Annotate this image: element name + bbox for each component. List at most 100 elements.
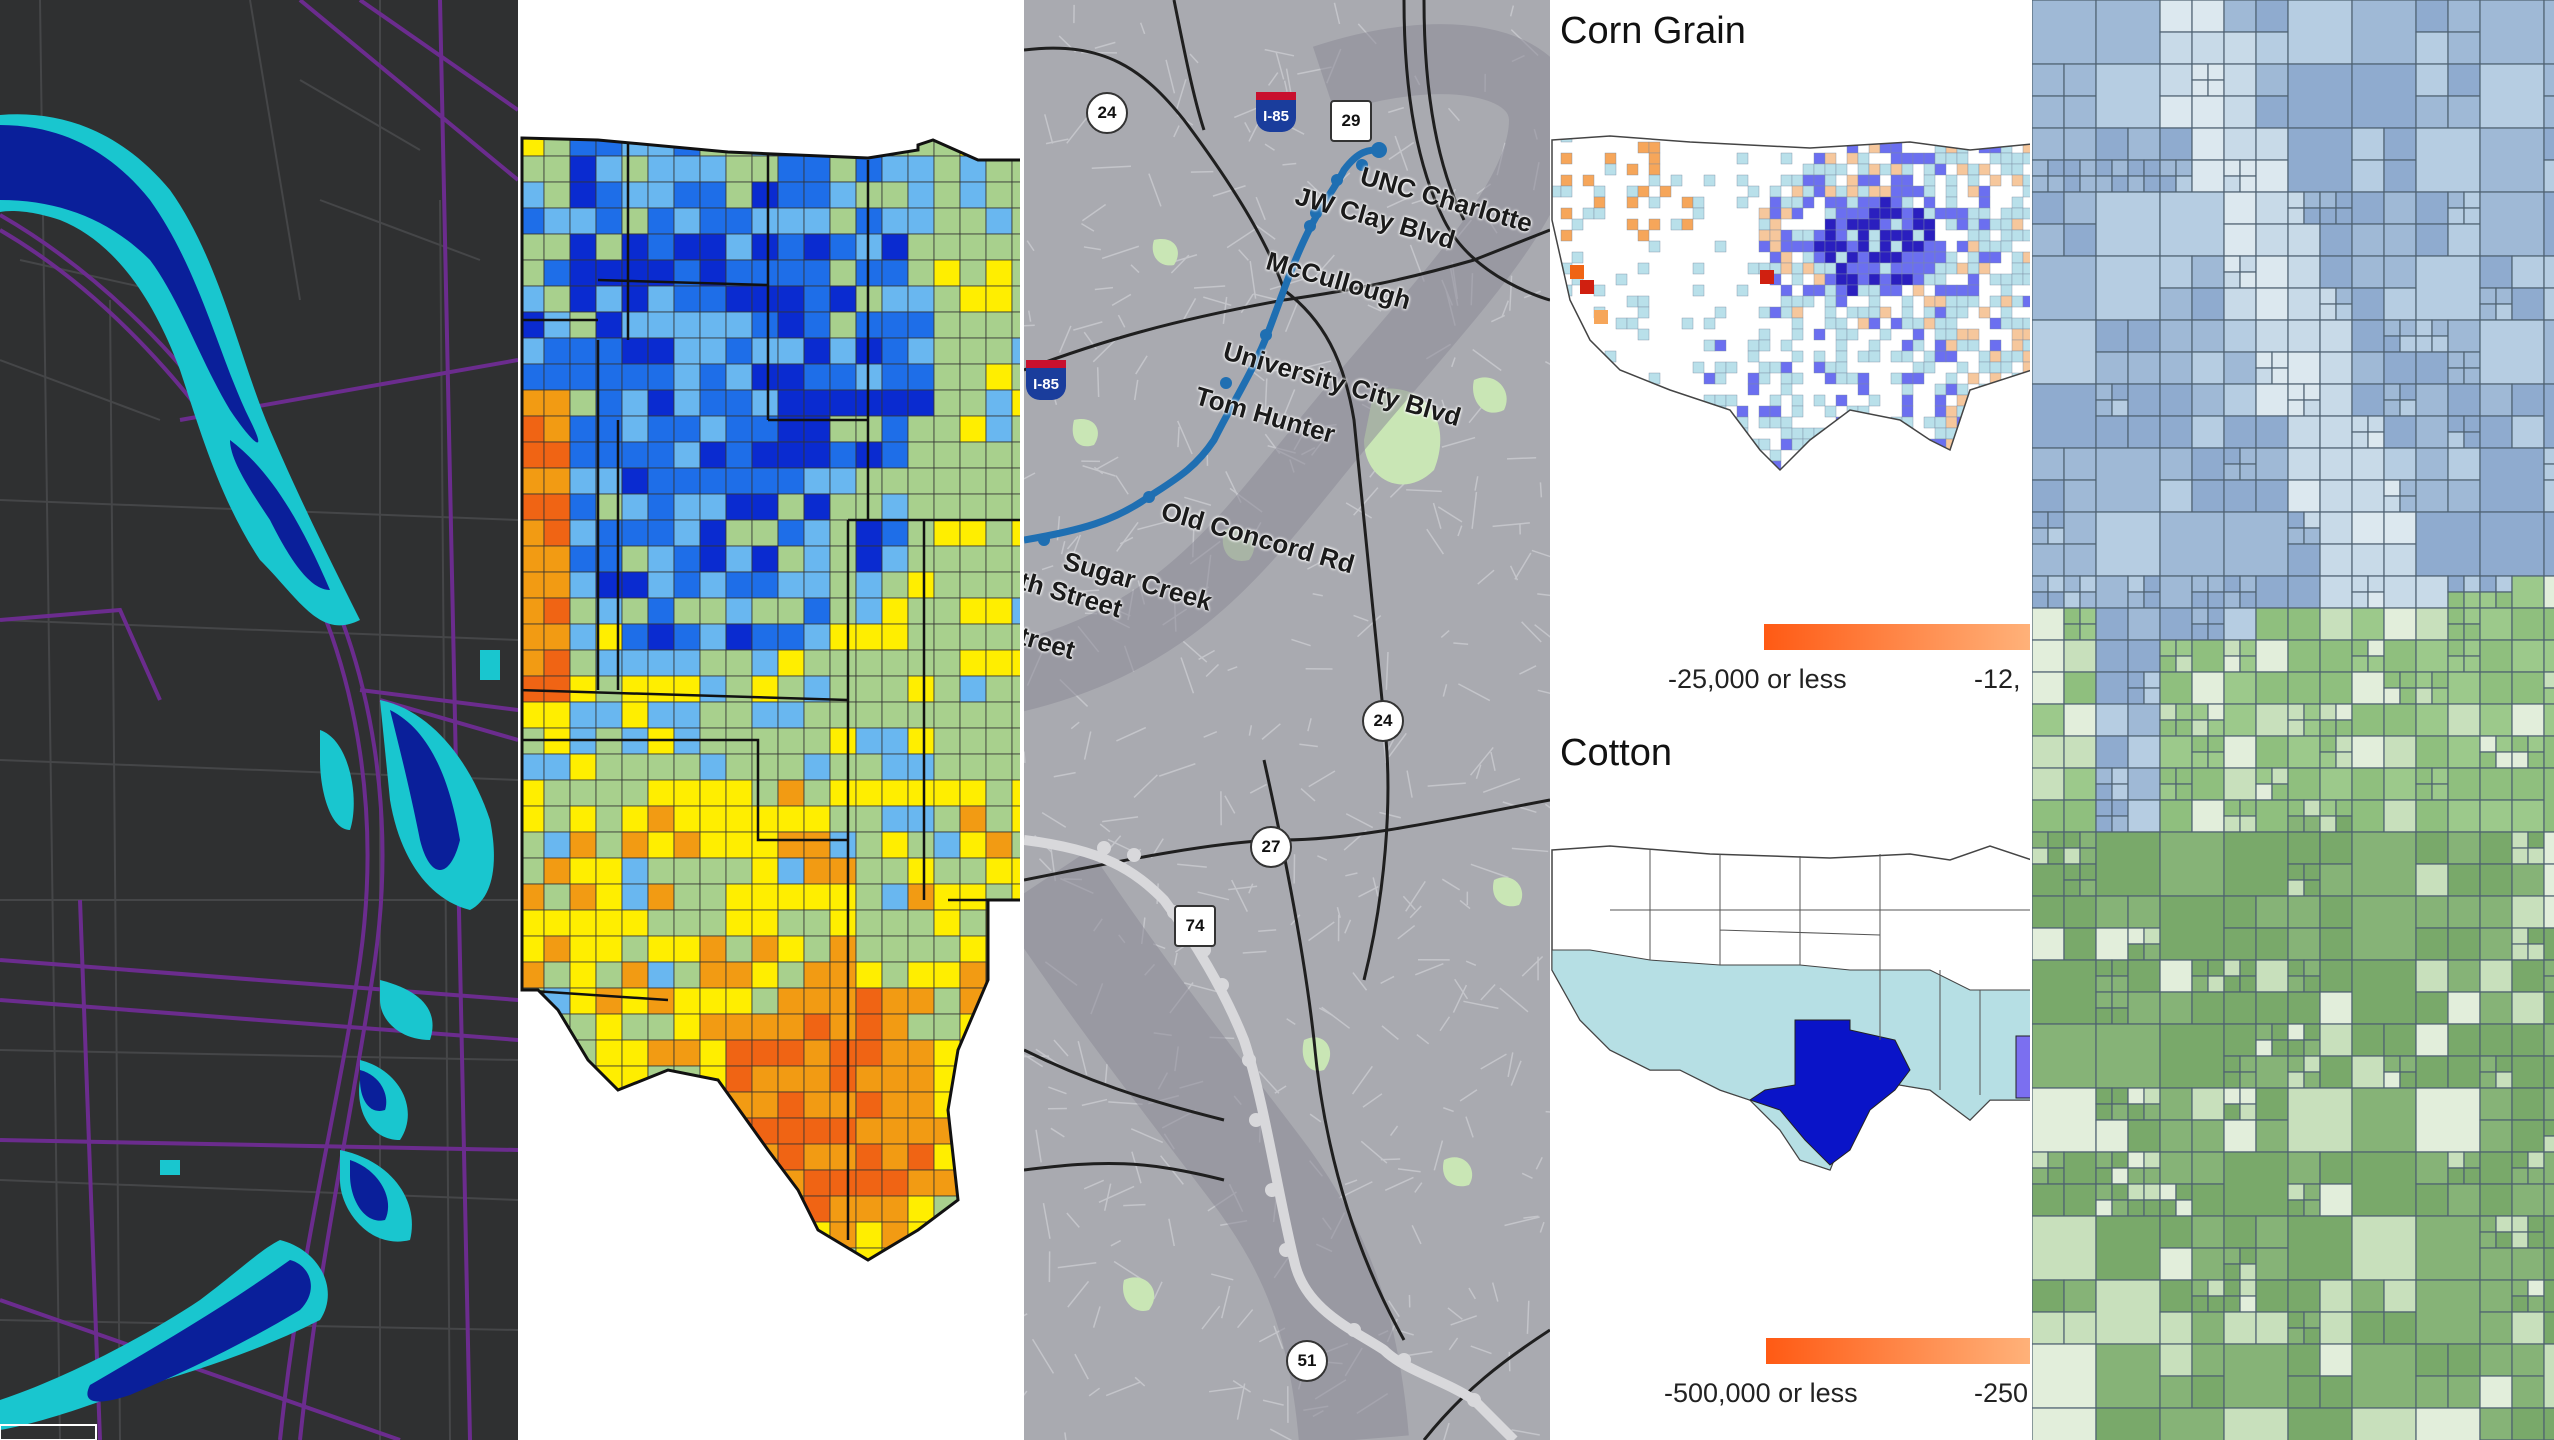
grid-cell bbox=[2351, 1311, 2385, 1345]
county-cell bbox=[673, 987, 701, 1015]
grid-cell bbox=[2223, 271, 2241, 289]
county-cell bbox=[1857, 438, 1870, 451]
county-cell bbox=[959, 207, 987, 235]
county-cell bbox=[595, 259, 623, 287]
county-cell bbox=[725, 311, 753, 339]
county-cell bbox=[1967, 185, 1980, 198]
county-cell bbox=[595, 961, 623, 989]
county-cell bbox=[907, 545, 935, 573]
grid-cell bbox=[2319, 383, 2353, 417]
county-cell bbox=[2022, 229, 2032, 242]
grid-cell bbox=[2239, 447, 2257, 465]
grid-cell bbox=[2191, 1183, 2225, 1217]
county-cell bbox=[777, 857, 805, 885]
county-cell bbox=[933, 519, 961, 547]
grid-cell bbox=[2479, 1071, 2497, 1089]
county-cell bbox=[803, 311, 831, 339]
grid-cell bbox=[2127, 799, 2161, 833]
grid-cell bbox=[2351, 575, 2369, 593]
county-cell bbox=[1813, 284, 1826, 297]
county-cell bbox=[595, 1221, 623, 1249]
county-cell bbox=[1637, 185, 1650, 198]
grid-cell bbox=[2447, 671, 2481, 705]
grid-cell bbox=[2095, 767, 2113, 785]
county-cell bbox=[2011, 174, 2024, 187]
county-cell bbox=[725, 987, 753, 1015]
county-cell bbox=[1835, 328, 1848, 341]
grid-cell bbox=[2287, 671, 2321, 705]
grid-cell bbox=[2287, 1199, 2305, 1217]
grid-cell bbox=[2287, 1215, 2353, 1281]
county-cell bbox=[673, 285, 701, 313]
county-cell bbox=[777, 571, 805, 599]
county-cell bbox=[881, 233, 909, 261]
county-cell bbox=[933, 961, 961, 989]
county-cell bbox=[1945, 152, 1958, 165]
county-cell bbox=[1846, 273, 1859, 286]
grid-cell bbox=[2191, 751, 2209, 769]
county-cell bbox=[725, 571, 753, 599]
county-cell bbox=[777, 1091, 805, 1119]
grid-cell bbox=[2111, 1007, 2129, 1025]
county-cell bbox=[595, 987, 623, 1015]
county-cell bbox=[569, 259, 597, 287]
grid-cell bbox=[2447, 703, 2481, 737]
county-cell bbox=[933, 545, 961, 573]
grid-cell bbox=[2127, 351, 2161, 385]
county-cell bbox=[1846, 262, 1859, 275]
grid-cell bbox=[2223, 415, 2257, 449]
county-cell bbox=[1945, 174, 1958, 187]
county-cell bbox=[1824, 284, 1837, 297]
county-cell bbox=[1615, 449, 1628, 462]
county-cell bbox=[569, 181, 597, 209]
grid-cell bbox=[2127, 175, 2145, 193]
county-cell bbox=[777, 285, 805, 313]
county-cell bbox=[1979, 120, 1990, 131]
county-cell bbox=[2022, 185, 2032, 198]
county-cell bbox=[1758, 339, 1771, 352]
grid-cell bbox=[2447, 991, 2481, 1025]
county-cell bbox=[647, 1169, 675, 1197]
county-cell bbox=[621, 1195, 649, 1223]
county-cell bbox=[1835, 394, 1848, 407]
grid-cell bbox=[2159, 1343, 2193, 1377]
grid-cell bbox=[2479, 1407, 2513, 1440]
county-cell bbox=[985, 389, 1013, 417]
grid-cell bbox=[2239, 1279, 2257, 1297]
county-cell bbox=[621, 1169, 649, 1197]
grid-cell bbox=[2399, 479, 2417, 497]
grid-cell bbox=[2447, 1375, 2481, 1409]
grid-cell bbox=[2383, 287, 2417, 321]
county-cell bbox=[543, 1221, 571, 1249]
grid-cell bbox=[2032, 1407, 2097, 1440]
county-cell bbox=[543, 415, 571, 443]
county-cell bbox=[543, 857, 571, 885]
county-cell bbox=[803, 831, 831, 859]
county-cell bbox=[1978, 350, 1991, 363]
grid-cell bbox=[2191, 383, 2225, 417]
grid-cell bbox=[2063, 479, 2097, 513]
county-cell bbox=[1912, 251, 1925, 264]
county-cell bbox=[1670, 174, 1683, 187]
grid-cell bbox=[2543, 255, 2554, 289]
county-cell bbox=[1978, 207, 1991, 220]
county-cell bbox=[595, 909, 623, 937]
county-cell bbox=[522, 1221, 545, 1249]
county-cell bbox=[1868, 273, 1881, 286]
county-cell bbox=[673, 571, 701, 599]
county-cell bbox=[855, 545, 883, 573]
grid-cell bbox=[2191, 479, 2225, 513]
county-cell bbox=[1868, 416, 1881, 429]
grid-cell bbox=[2032, 799, 2065, 833]
county-cell bbox=[1978, 240, 1991, 253]
grid-cell bbox=[2159, 1215, 2193, 1249]
grid-cell bbox=[2447, 607, 2465, 625]
county-cell bbox=[777, 935, 805, 963]
grid-cell bbox=[2223, 959, 2241, 977]
county-cell bbox=[751, 753, 779, 781]
grid-cell bbox=[2063, 703, 2097, 737]
county-cell bbox=[1923, 185, 1936, 198]
grid-cell bbox=[2271, 1039, 2289, 1057]
grid-cell bbox=[2127, 415, 2161, 449]
county-cell bbox=[803, 753, 831, 781]
